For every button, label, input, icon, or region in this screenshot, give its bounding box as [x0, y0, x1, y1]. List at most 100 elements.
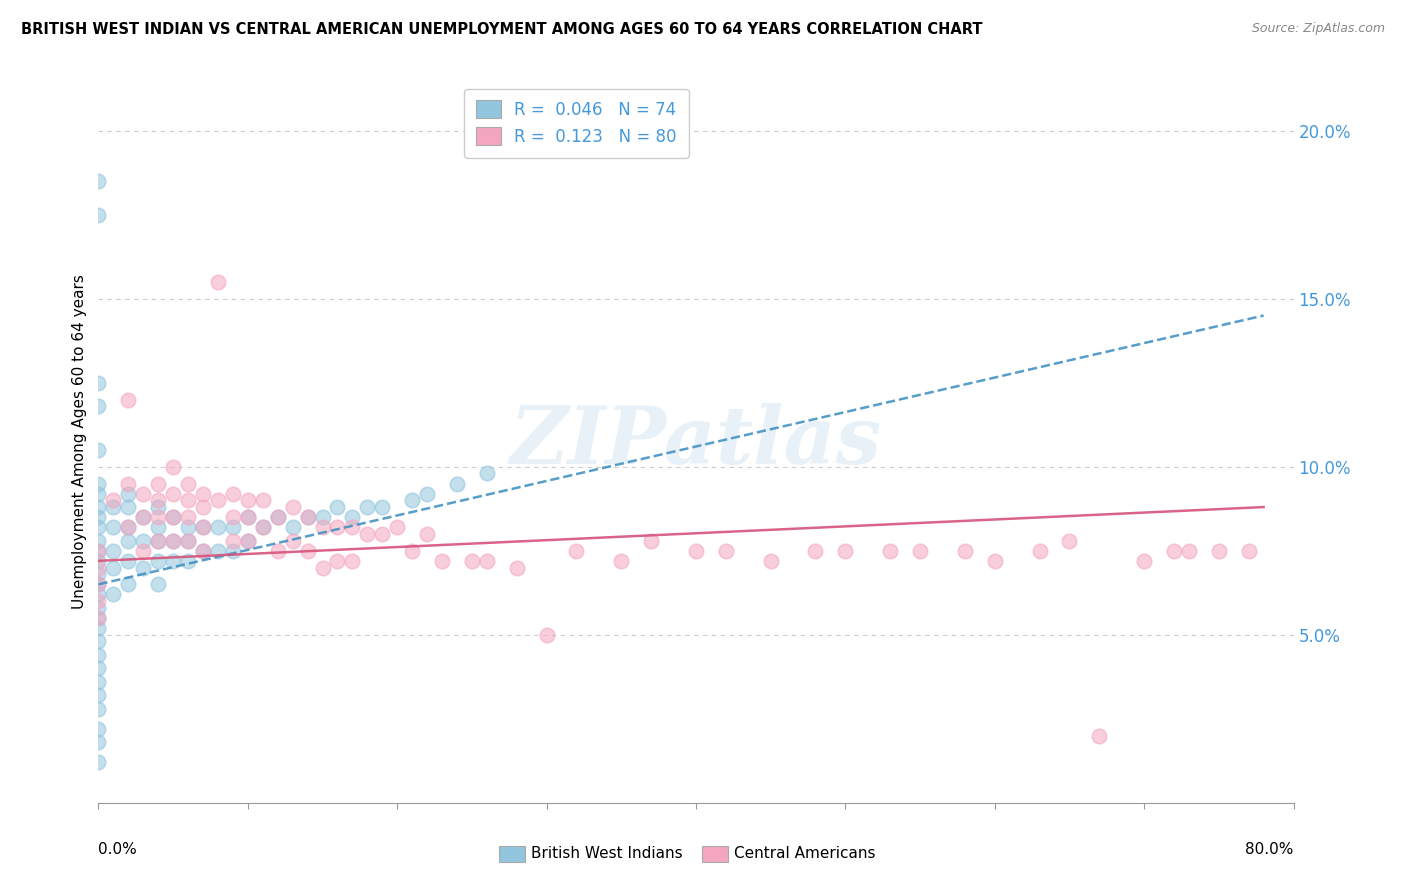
Point — [252, 520, 274, 534]
Point — [207, 493, 229, 508]
Point — [356, 527, 378, 541]
Point — [401, 493, 423, 508]
Point — [117, 392, 139, 407]
Point — [685, 543, 707, 558]
Point — [236, 533, 259, 548]
Point — [148, 577, 170, 591]
Point — [87, 543, 110, 558]
Point — [267, 510, 290, 524]
Point — [342, 520, 364, 534]
Point — [132, 510, 155, 524]
Point — [103, 543, 125, 558]
Point — [103, 493, 125, 508]
Text: 0.0%: 0.0% — [98, 842, 138, 856]
Point — [297, 510, 319, 524]
Point — [371, 500, 394, 514]
Point — [103, 500, 125, 514]
Point — [236, 510, 259, 524]
Point — [177, 510, 200, 524]
Point — [87, 533, 110, 548]
Point — [475, 554, 498, 568]
Point — [385, 520, 409, 534]
Point — [297, 543, 319, 558]
Point — [191, 520, 214, 534]
Point — [132, 510, 155, 524]
Point — [87, 567, 110, 582]
Point — [132, 560, 155, 574]
Point — [236, 493, 259, 508]
Point — [87, 208, 110, 222]
Text: Central Americans: Central Americans — [734, 846, 876, 861]
Point — [103, 587, 125, 601]
Point — [191, 486, 214, 500]
Point — [191, 543, 214, 558]
Point — [371, 527, 394, 541]
Point — [610, 554, 633, 568]
Point — [87, 722, 110, 736]
Point — [1237, 543, 1260, 558]
Point — [132, 543, 155, 558]
Point — [326, 554, 349, 568]
Point — [236, 510, 259, 524]
Point — [87, 399, 110, 413]
Point — [87, 611, 110, 625]
Point — [1088, 729, 1111, 743]
FancyBboxPatch shape — [499, 847, 524, 862]
Point — [87, 442, 110, 457]
Point — [87, 577, 110, 591]
Point — [430, 554, 453, 568]
Point — [506, 560, 529, 574]
Point — [236, 533, 259, 548]
Point — [834, 543, 856, 558]
Point — [953, 543, 976, 558]
Point — [177, 533, 200, 548]
Point — [162, 510, 184, 524]
Point — [87, 648, 110, 662]
Point — [984, 554, 1007, 568]
Point — [222, 543, 245, 558]
Point — [401, 543, 423, 558]
Point — [311, 560, 333, 574]
Point — [177, 533, 200, 548]
Point — [1133, 554, 1156, 568]
Point — [162, 554, 184, 568]
Point — [191, 543, 214, 558]
Point — [117, 577, 139, 591]
Point — [326, 500, 349, 514]
Point — [267, 543, 290, 558]
Point — [103, 520, 125, 534]
Point — [117, 476, 139, 491]
Point — [1028, 543, 1050, 558]
Point — [87, 486, 110, 500]
Point — [162, 486, 184, 500]
Point — [87, 702, 110, 716]
Point — [759, 554, 782, 568]
Point — [87, 594, 110, 608]
Point — [87, 735, 110, 749]
Point — [117, 520, 139, 534]
Point — [87, 621, 110, 635]
Point — [117, 554, 139, 568]
Point — [342, 510, 364, 524]
Text: Source: ZipAtlas.com: Source: ZipAtlas.com — [1251, 22, 1385, 36]
Point — [1059, 533, 1081, 548]
Point — [281, 520, 304, 534]
Point — [446, 476, 468, 491]
Point — [311, 520, 333, 534]
Point — [714, 543, 737, 558]
Point — [416, 527, 439, 541]
Text: BRITISH WEST INDIAN VS CENTRAL AMERICAN UNEMPLOYMENT AMONG AGES 60 TO 64 YEARS C: BRITISH WEST INDIAN VS CENTRAL AMERICAN … — [21, 22, 983, 37]
Point — [311, 510, 333, 524]
Point — [87, 520, 110, 534]
Point — [416, 486, 439, 500]
Point — [87, 376, 110, 390]
Point — [222, 520, 245, 534]
Point — [804, 543, 827, 558]
Point — [207, 520, 229, 534]
Point — [297, 510, 319, 524]
Point — [222, 486, 245, 500]
Point — [177, 476, 200, 491]
Point — [117, 533, 139, 548]
Point — [148, 533, 170, 548]
Point — [87, 577, 110, 591]
